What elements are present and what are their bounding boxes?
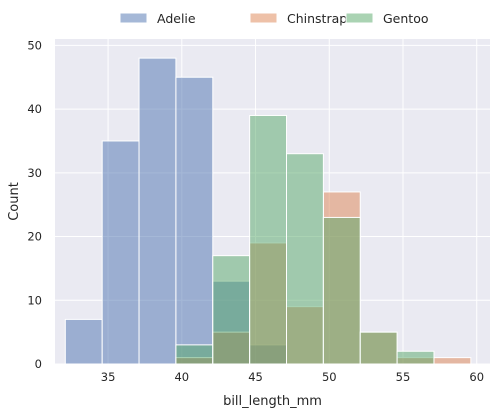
legend-swatch xyxy=(249,12,278,24)
y-tick-label: 40 xyxy=(27,102,42,116)
legend-swatch xyxy=(119,12,148,24)
x-axis-label: bill_length_mm xyxy=(223,394,322,409)
x-tick-label: 55 xyxy=(396,370,411,384)
legend-item-adelie: Adelie xyxy=(119,11,196,26)
bar xyxy=(249,114,288,365)
bar xyxy=(101,140,140,365)
legend-item-chinstrap: Chinstrap xyxy=(249,11,347,26)
bars xyxy=(64,57,472,365)
y-tick-label: 50 xyxy=(27,38,42,52)
x-tick-label: 50 xyxy=(322,370,337,384)
legend: Adelie Chinstrap Gentoo xyxy=(119,11,429,26)
bar xyxy=(64,318,103,365)
legend-label: Adelie xyxy=(157,11,196,26)
legend-item-gentoo: Gentoo xyxy=(345,11,429,26)
bar xyxy=(212,255,251,365)
x-tick-label: 40 xyxy=(174,370,189,384)
series-gentoo xyxy=(175,114,435,365)
x-tick-label: 60 xyxy=(469,370,484,384)
y-axis-label: Count xyxy=(7,182,22,221)
y-axis-ticks: 0 10 20 30 40 50 xyxy=(27,38,42,371)
bar xyxy=(433,357,472,365)
bar xyxy=(175,76,214,365)
y-tick-label: 20 xyxy=(27,230,42,244)
bar xyxy=(175,344,214,365)
legend-label: Gentoo xyxy=(383,11,429,26)
y-tick-label: 10 xyxy=(27,293,42,307)
bar xyxy=(286,153,324,365)
bar xyxy=(138,57,177,365)
bar xyxy=(322,216,361,365)
x-axis-ticks: 35 40 45 50 55 60 xyxy=(101,370,484,384)
y-tick-label: 0 xyxy=(35,357,42,371)
legend-swatch xyxy=(345,12,374,24)
x-tick-label: 45 xyxy=(248,370,263,384)
x-tick-label: 35 xyxy=(101,370,116,384)
bar xyxy=(396,350,435,365)
y-tick-label: 30 xyxy=(27,166,42,180)
bar xyxy=(359,331,398,365)
legend-label: Chinstrap xyxy=(287,11,347,26)
